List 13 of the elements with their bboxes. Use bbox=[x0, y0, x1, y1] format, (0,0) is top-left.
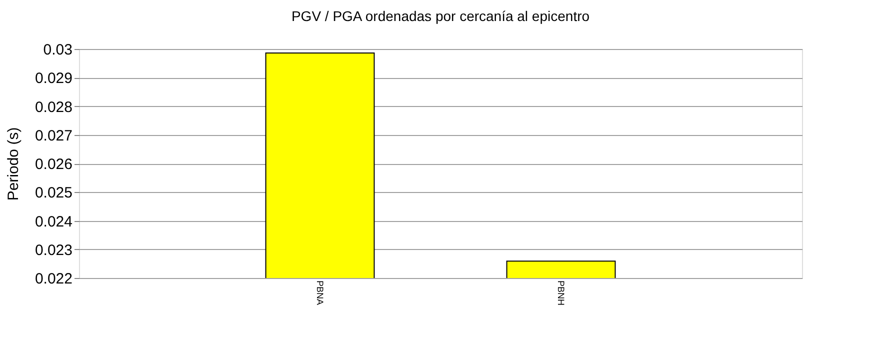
x-tick-label: PBNH bbox=[556, 280, 566, 306]
x-tick-label: PBNA bbox=[315, 280, 325, 306]
y-tick-label: 0.025 bbox=[34, 184, 72, 202]
y-tick-label: 0.03 bbox=[43, 42, 72, 58]
chart-title: PGV / PGA ordenadas por cercanía al epicentro bbox=[291, 8, 590, 24]
y-tick-label: 0.028 bbox=[34, 98, 72, 116]
y-tick-label: 0.022 bbox=[34, 270, 72, 288]
y-tick-label: 0.024 bbox=[34, 213, 72, 230]
y-axis-title: Periodo (s) bbox=[4, 127, 22, 201]
y-tick-label: 0.026 bbox=[34, 156, 72, 173]
y-tick-label: 0.027 bbox=[34, 127, 72, 144]
y-tick-label: 0.023 bbox=[34, 242, 72, 259]
y-tick-label: 0.029 bbox=[34, 70, 72, 88]
